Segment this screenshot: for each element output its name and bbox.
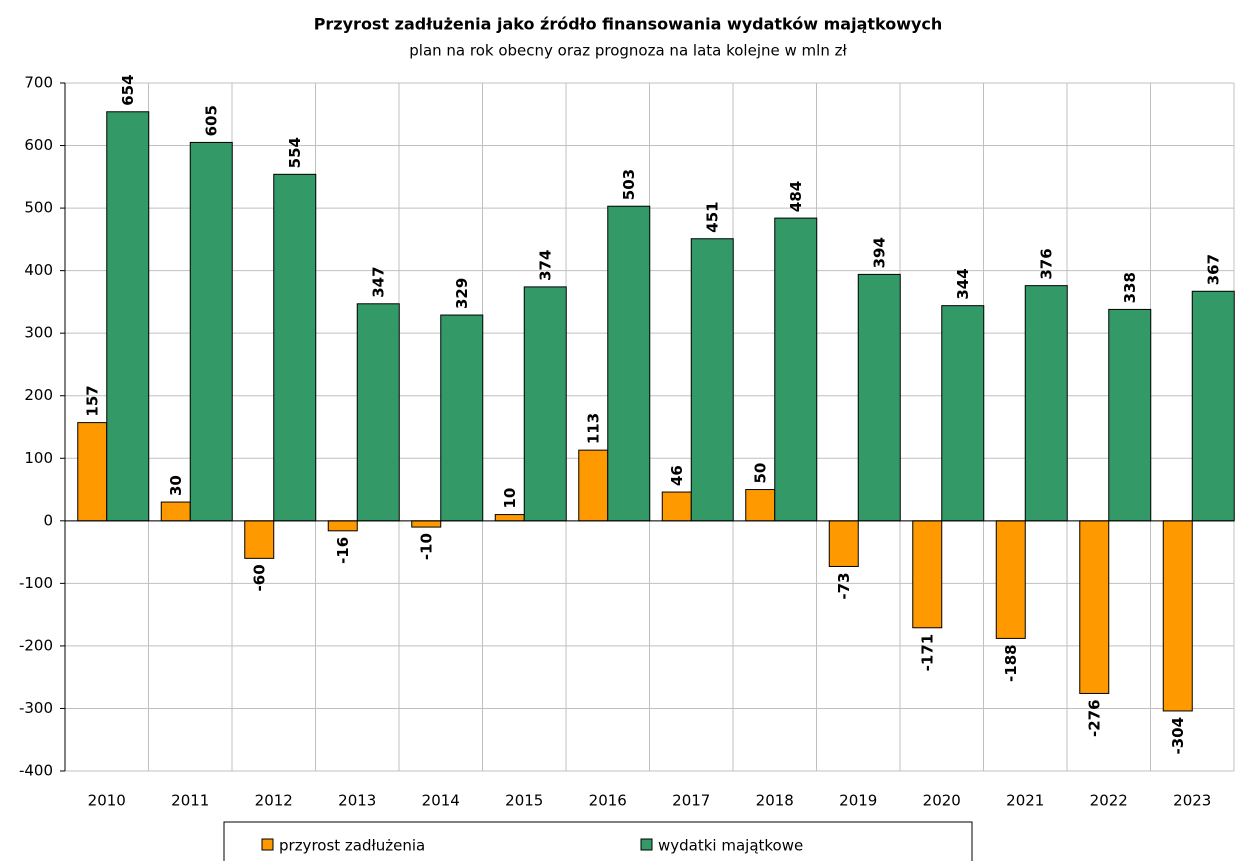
chart-title: Przyrost zadłużenia jako źródło finansow…	[314, 15, 943, 34]
legend-box	[223, 821, 973, 865]
data-label: -304	[1169, 717, 1187, 755]
bar	[661, 491, 692, 522]
legend-swatch	[640, 838, 653, 851]
bar	[273, 173, 317, 522]
bar	[160, 501, 191, 522]
y-tick-label: 100	[24, 449, 53, 467]
bar	[523, 286, 567, 522]
bar	[494, 514, 525, 522]
x-tick-label: 2016	[589, 792, 627, 810]
bar	[774, 217, 818, 522]
data-label: 113	[585, 413, 603, 444]
bar	[1079, 520, 1110, 694]
data-label: 338	[1121, 272, 1139, 303]
y-tick-label: -400	[19, 762, 53, 780]
bar	[941, 305, 985, 522]
x-tick-label: 2022	[1090, 792, 1128, 810]
x-tick-label: 2020	[923, 792, 961, 810]
bar	[1024, 285, 1068, 522]
x-tick-label: 2017	[672, 792, 710, 810]
x-tick-label: 2019	[839, 792, 877, 810]
data-label: -188	[1002, 644, 1020, 682]
bar	[995, 520, 1026, 639]
y-tick-label: 700	[24, 74, 53, 92]
data-label: 347	[370, 266, 388, 297]
y-tick-label: -300	[19, 699, 53, 717]
legend-label: wydatki majątkowe	[658, 837, 803, 855]
bar	[356, 303, 400, 522]
bar	[244, 520, 275, 559]
data-label: -60	[251, 564, 269, 591]
x-tick-label: 2021	[1006, 792, 1044, 810]
y-tick-label: 400	[24, 261, 53, 279]
data-label: -73	[835, 572, 853, 599]
chart-subtitle: plan na rok obecny oraz prognoza na lata…	[409, 42, 847, 60]
data-label: 30	[167, 475, 185, 496]
bar	[1162, 520, 1193, 712]
data-label: 503	[620, 169, 638, 200]
bar	[1108, 308, 1152, 522]
y-tick-label: 300	[24, 324, 53, 342]
bar	[1191, 290, 1235, 522]
data-label: 484	[787, 181, 805, 212]
y-tick-label: 600	[24, 136, 53, 154]
bar	[440, 314, 484, 522]
data-label: 329	[453, 278, 471, 309]
x-tick-label: 2012	[255, 792, 293, 810]
legend-label: przyrost zadłużenia	[279, 837, 425, 855]
x-tick-label: 2010	[88, 792, 126, 810]
data-label: 605	[203, 105, 221, 136]
data-label: 10	[501, 488, 519, 509]
y-tick-label: -100	[19, 574, 53, 592]
bar	[828, 520, 859, 567]
bar	[912, 520, 943, 629]
data-label: 344	[954, 268, 972, 299]
x-tick-label: 2011	[171, 792, 209, 810]
legend-swatch	[261, 838, 274, 851]
x-tick-label: 2023	[1173, 792, 1211, 810]
x-tick-label: 2014	[422, 792, 460, 810]
y-tick-label: 0	[43, 511, 53, 529]
data-label: -16	[334, 537, 352, 564]
data-label: 376	[1038, 248, 1056, 279]
data-label: -10	[418, 533, 436, 560]
data-label: 46	[668, 465, 686, 486]
data-label: 367	[1205, 254, 1223, 285]
bar	[690, 238, 734, 522]
data-label: 554	[286, 137, 304, 168]
data-label: 374	[537, 250, 555, 281]
y-tick-label: 200	[24, 386, 53, 404]
bar	[857, 273, 901, 522]
x-tick-label: 2013	[338, 792, 376, 810]
bar	[411, 520, 442, 528]
x-tick-label: 2018	[756, 792, 794, 810]
bar	[106, 111, 150, 522]
data-label: 50	[752, 463, 770, 484]
bar	[77, 422, 108, 522]
y-tick-label: 500	[24, 199, 53, 217]
data-label: 394	[871, 237, 889, 268]
bar	[745, 489, 776, 522]
bar	[189, 141, 233, 522]
x-tick-label: 2015	[505, 792, 543, 810]
data-label: -171	[919, 634, 937, 672]
bar	[327, 520, 358, 532]
data-label: -276	[1086, 699, 1104, 737]
bar	[578, 449, 609, 522]
data-label: 654	[119, 74, 137, 105]
data-label: 157	[84, 385, 102, 416]
data-label: 451	[704, 201, 722, 232]
bar	[607, 205, 651, 522]
y-tick-label: -200	[19, 636, 53, 654]
